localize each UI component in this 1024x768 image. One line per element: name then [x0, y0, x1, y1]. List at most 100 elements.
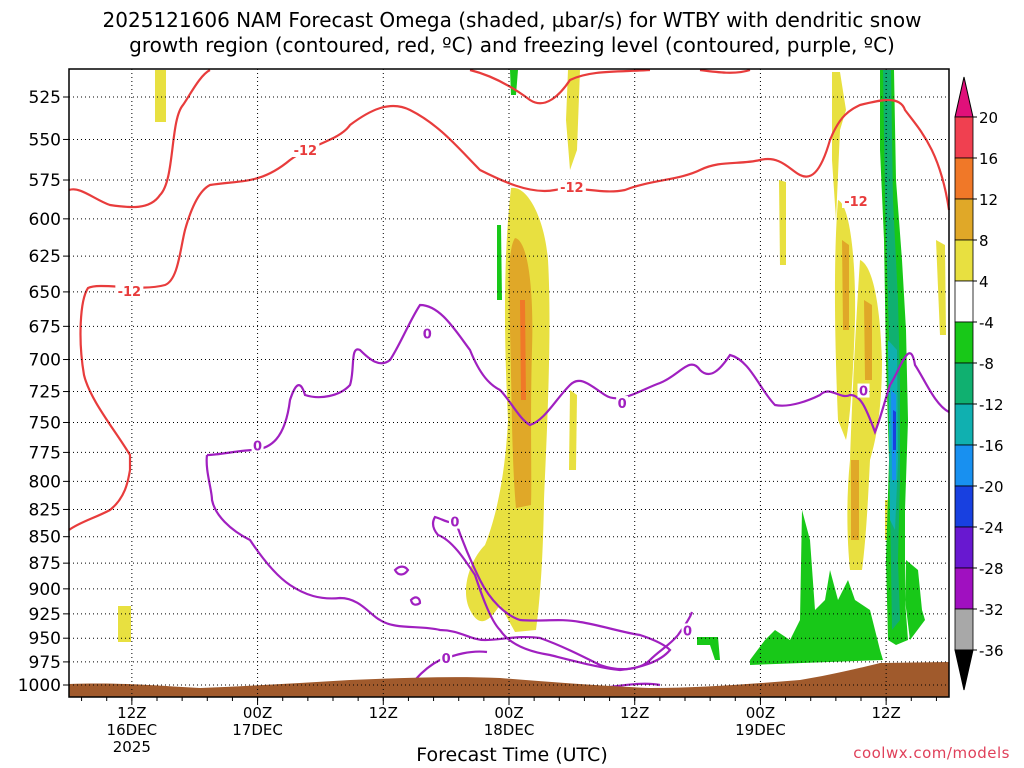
omega-negative-region — [497, 225, 502, 300]
y-axis: 525 550 575 600 625 650 675 700 725 750 775 800 825 8… — [18, 88, 69, 696]
freezing-level-line — [393, 565, 410, 576]
omega-orange-core — [508, 238, 533, 508]
colorbar-swatch — [954, 198, 974, 241]
omega-negative-region — [905, 560, 925, 640]
dgz-contour-line — [699, 68, 751, 74]
omega-negative-region — [750, 510, 883, 665]
y-tick-label: 975 — [29, 653, 61, 673]
x-tick-label: 19DEC — [735, 721, 786, 739]
omega-positive-region — [779, 180, 786, 265]
freezing-level-line — [205, 454, 694, 671]
colorbar: 20 16 12 8 4 -4 -8 -12 -16 -20 -24 -28 -32 -36 — [954, 76, 1004, 691]
terrain-fill — [69, 662, 949, 697]
y-tick-label: 750 — [29, 413, 61, 433]
chart-title-line-1: 2025121606 NAM Forecast Omega (shaded, µ… — [102, 8, 922, 32]
colorbar-label: 4 — [979, 273, 989, 291]
colorbar-label: -28 — [979, 560, 1004, 578]
colorbar-label: -20 — [979, 478, 1004, 496]
omega-positive-region — [936, 240, 946, 335]
contour-label-bg — [421, 326, 434, 341]
omega-positive-region — [569, 390, 577, 470]
contour-label-bg — [857, 383, 870, 398]
y-tick-label: 1000 — [18, 676, 61, 696]
colorbar-swatch — [954, 403, 974, 446]
y-tick-label: 650 — [29, 283, 61, 303]
contour-label: -12 — [118, 285, 142, 300]
omega-orange-core — [842, 240, 849, 330]
colorbar-swatch — [954, 116, 974, 159]
vertical-grid — [131, 69, 887, 697]
y-tick-label: 725 — [29, 383, 61, 403]
contour-label-bg — [291, 142, 320, 157]
x-tick-label: 17DEC — [232, 721, 283, 739]
y-tick-label: 525 — [29, 88, 61, 108]
dgz-contour-line — [68, 69, 211, 209]
omega-orange-core — [520, 300, 526, 400]
colorbar-label: -36 — [979, 642, 1004, 660]
contour-label-bg — [841, 193, 870, 208]
x-tick-label: 00Z — [494, 704, 523, 722]
freezing-level-line — [206, 303, 950, 457]
x-axis-title: Forecast Time (UTC) — [416, 744, 608, 766]
colorbar-top-arrow — [954, 76, 974, 118]
contour-label: -12 — [844, 195, 868, 210]
omega-orange-core — [851, 460, 859, 540]
contour-label-bg — [616, 396, 629, 411]
colorbar-label: -8 — [979, 355, 994, 373]
y-tick-label: 800 — [29, 472, 61, 492]
colorbar-label: -24 — [979, 519, 1004, 537]
colorbar-swatch — [954, 608, 974, 651]
y-tick-label: 575 — [29, 171, 61, 191]
colorbar-swatch — [954, 526, 974, 569]
contour-label-bg — [557, 179, 586, 194]
freezing-level-line — [431, 515, 672, 672]
omega-positive-region — [832, 72, 846, 220]
dgz-contours — [68, 68, 951, 531]
contour-label-bg — [681, 623, 694, 638]
colorbar-label: 20 — [979, 109, 998, 127]
contour-label-bg — [448, 514, 461, 529]
y-tick-label: 700 — [29, 351, 61, 371]
colorbar-label: -16 — [979, 437, 1004, 455]
colorbar-bottom-arrow — [954, 649, 974, 691]
y-tick-label: 550 — [29, 130, 61, 150]
x-tick-label: 12Z — [620, 704, 649, 722]
omega-orange-core — [864, 300, 872, 380]
y-tick-label: 900 — [29, 580, 61, 600]
omega-shading — [118, 70, 946, 665]
freezing-level-line — [409, 596, 422, 606]
colorbar-label: 16 — [979, 150, 998, 168]
omega-positive-region — [155, 70, 166, 122]
colorbar-label: -4 — [979, 314, 994, 332]
omega-positive-region — [566, 70, 580, 170]
contour-label-bg — [115, 283, 144, 298]
omega-strong-negative-column — [893, 410, 896, 450]
x-tick-label: 16DEC — [107, 721, 158, 739]
freezing-level-contours — [205, 303, 950, 689]
contour-label: 0 — [618, 397, 627, 412]
freezing-level-line — [414, 650, 488, 681]
y-tick-label: 600 — [29, 210, 61, 230]
colorbar-swatch — [954, 485, 974, 528]
colorbar-label: 12 — [979, 191, 998, 209]
colorbar-swatch — [954, 321, 974, 364]
contour-labels: -12 -12 -12 -12 0 0 0 0 0 0 0 — [115, 142, 870, 667]
y-tick-label: 925 — [29, 605, 61, 625]
contour-label: 0 — [253, 439, 262, 454]
omega-negative-region — [697, 637, 720, 660]
y-tick-label: 850 — [29, 528, 61, 548]
x-tick-label: 00Z — [243, 704, 272, 722]
colorbar-label: 8 — [979, 232, 989, 250]
site-credit: coolwx.com/models — [853, 744, 1010, 762]
y-tick-label: 775 — [29, 443, 61, 463]
y-tick-label: 950 — [29, 629, 61, 649]
x-tick-label: 12Z — [369, 704, 398, 722]
y-tick-label: 825 — [29, 500, 61, 520]
x-tick-label: 00Z — [746, 704, 775, 722]
colorbar-label: -12 — [979, 396, 1004, 414]
x-tick-label: 18DEC — [484, 721, 535, 739]
chart-title-line-2: growth region (contoured, red, ºC) and f… — [129, 33, 895, 57]
y-tick-label: 625 — [29, 247, 61, 267]
